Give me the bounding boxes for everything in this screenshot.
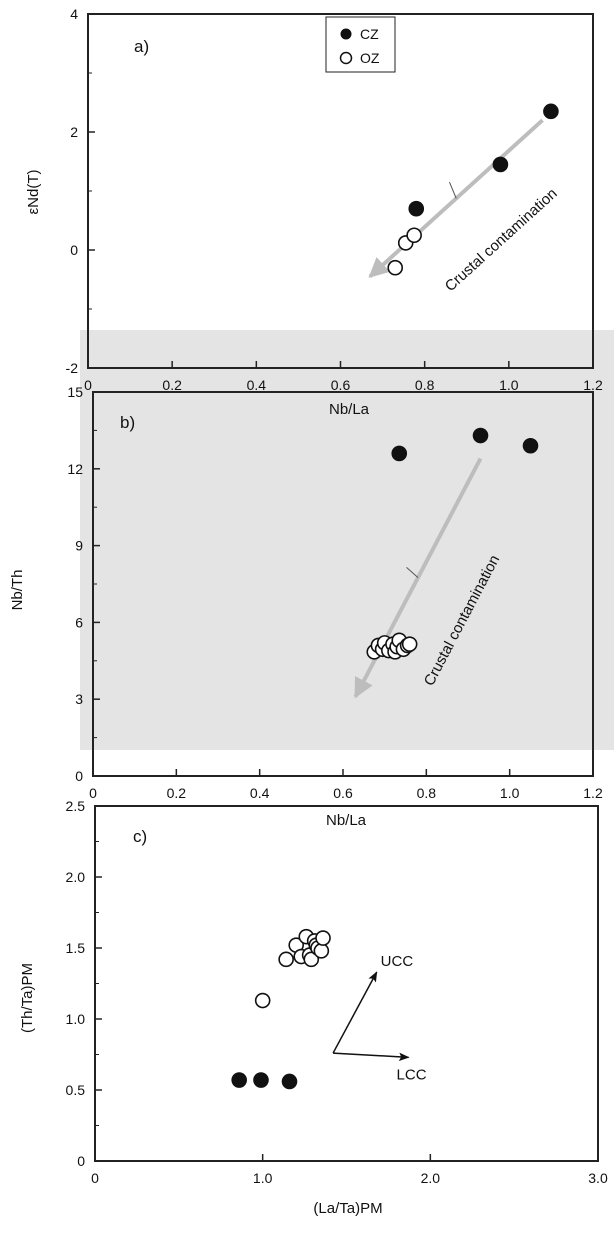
legend-marker-cz — [340, 28, 352, 40]
panel-b-xtick-label: 0.8 — [417, 785, 437, 801]
panel-b-ytick-label: 0 — [75, 768, 83, 784]
panel-c-ylabel: (Th/Ta)PM — [19, 963, 36, 1033]
lcc-vector — [333, 1052, 410, 1062]
panel-b-xtick-label: 0.4 — [250, 785, 270, 801]
panel-a-xtick-label: 0.6 — [331, 377, 351, 393]
legend-marker-oz — [339, 51, 353, 65]
panel-a-legend: CZ OZ — [325, 16, 396, 73]
panel-b-label: b) — [120, 413, 135, 432]
shaded-overlay-band-1 — [80, 330, 614, 750]
panel-b-ytick-label: 15 — [67, 384, 83, 400]
panel-b-xtick-label: 0.2 — [167, 785, 187, 801]
data-point-cz — [492, 156, 509, 173]
panel-c-ytick-label: 2.0 — [66, 869, 86, 885]
panel-c-ytick-label: 0.5 — [66, 1082, 86, 1098]
data-point-oz — [254, 992, 271, 1009]
panel-c-ytick-label: 0 — [77, 1153, 85, 1169]
ucc-vector — [332, 971, 378, 1054]
data-point-cz — [522, 437, 539, 454]
arrow-leader-line — [448, 181, 457, 199]
data-point-oz — [303, 951, 320, 968]
crustal-contamination-label: Crustal contamination — [442, 185, 561, 295]
panel-a-xtick-label: 0.2 — [162, 377, 182, 393]
data-point-cz — [408, 200, 425, 217]
panel-a-label: a) — [134, 37, 149, 56]
panel-c-xtick-label: 0 — [91, 1170, 99, 1186]
lcc-label: LCC — [397, 1066, 427, 1083]
panel-a-ytick-label: 4 — [70, 6, 78, 22]
data-point-oz — [406, 227, 422, 244]
data-point-cz — [543, 103, 559, 120]
panel-a-ytick-label: 2 — [70, 124, 78, 140]
panel-b-ytick-label: 3 — [75, 691, 83, 707]
data-point-cz — [281, 1073, 298, 1090]
panel-b-xtick-label: 0.6 — [333, 785, 353, 801]
panel-a-xlabel: Nb/La — [329, 401, 370, 418]
panel-c-ytick-label: 1.5 — [66, 940, 86, 956]
data-point-cz — [231, 1072, 247, 1088]
panel-b-xlabel: Nb/La — [326, 812, 367, 829]
crustal-contamination-arrow — [368, 118, 544, 279]
data-point-oz — [401, 636, 418, 652]
panel-b-ytick-label: 12 — [67, 461, 83, 477]
data-point-oz — [315, 930, 331, 946]
legend-box — [325, 16, 396, 73]
panel-a-xtick-label: 1.2 — [583, 377, 603, 393]
panel-b-xtick-label: 1.2 — [583, 785, 603, 801]
panel-c-ytick-label: 2.5 — [66, 798, 86, 814]
panel-b-ytick-label: 6 — [75, 614, 83, 630]
panel-a-xtick-label: 1.0 — [499, 377, 519, 393]
panel-c-xlabel: (La/Ta)PM — [313, 1200, 382, 1217]
panel-c: c) 0 1.0 2.0 3.000.51.01.52.02.5 (La/Ta)PM … — [19, 798, 608, 1217]
panel-a-xtick-label: 0 — [84, 377, 92, 393]
data-point-oz — [313, 943, 330, 959]
data-point-cz — [472, 427, 489, 444]
panel-a-ytick-label: -2 — [66, 360, 79, 376]
ucc-label: UCC — [381, 953, 414, 970]
panel-c-ytick-label: 1.0 — [66, 1011, 86, 1027]
data-point-cz — [391, 445, 408, 462]
panel-c-frame — [94, 805, 599, 1162]
panel-c-label: c) — [133, 827, 147, 846]
panel-c-xtick-label: 2.0 — [421, 1170, 441, 1186]
data-point-cz — [253, 1072, 269, 1088]
panel-a-xtick-label: 0.4 — [247, 377, 267, 393]
data-point-oz — [278, 951, 294, 968]
panel-b-ytick-label: 9 — [75, 538, 83, 554]
data-point-oz — [387, 259, 404, 276]
panel-c-xtick-label: 1.0 — [253, 1170, 273, 1186]
panel-b-xtick-label: 1.0 — [500, 785, 520, 801]
panel-a-ylabel: εNd(T) — [25, 169, 42, 214]
panel-a-xtick-label: 0.8 — [415, 377, 435, 393]
arrow-leader-line — [406, 566, 419, 578]
legend-label-cz: CZ — [360, 26, 379, 42]
panel-b-ylabel: Nb/Th — [9, 570, 26, 611]
panel-b-xtick-label: 0 — [89, 785, 97, 801]
panel-a-ytick-label: 0 — [70, 242, 78, 258]
legend-label-oz: OZ — [360, 50, 380, 66]
panel-c-xtick-label: 3.0 — [588, 1170, 608, 1186]
